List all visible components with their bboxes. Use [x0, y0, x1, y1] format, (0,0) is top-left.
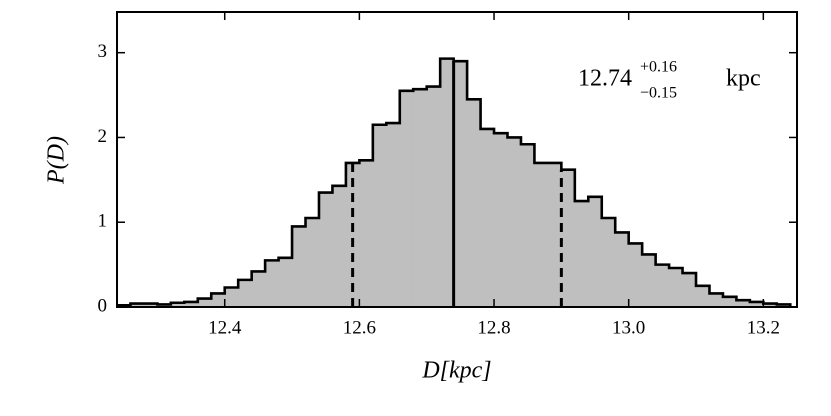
bar	[561, 169, 576, 307]
bar	[480, 128, 495, 307]
bar	[426, 86, 441, 307]
bar	[305, 217, 320, 307]
bar	[210, 293, 226, 307]
plot-frame	[116, 11, 798, 308]
bar	[412, 88, 428, 307]
bar	[709, 293, 724, 307]
bar	[372, 124, 387, 307]
bar	[534, 162, 549, 307]
x-tick-label: 12.4	[208, 317, 242, 338]
bar	[466, 99, 481, 307]
bar	[359, 160, 374, 307]
bar	[439, 58, 454, 307]
bar	[574, 200, 589, 307]
bar	[628, 243, 643, 307]
bar	[318, 192, 333, 307]
x-tick-label: 12.6	[343, 317, 376, 338]
bar	[399, 90, 414, 307]
y-tick-label: 1	[98, 211, 108, 232]
bar	[587, 196, 603, 307]
annotation-minus: −0.15	[640, 85, 677, 102]
y-tick-label: 0	[98, 295, 108, 316]
bar	[547, 162, 562, 307]
bar	[493, 132, 508, 307]
annotation-plus: +0.16	[640, 59, 677, 76]
bar	[278, 257, 293, 307]
bar	[386, 122, 401, 307]
bar	[453, 60, 468, 307]
bar	[668, 267, 683, 307]
bar	[682, 272, 697, 307]
bar	[224, 287, 239, 307]
bar	[237, 279, 252, 307]
bar	[614, 232, 629, 307]
annotation-median: 12.74	[578, 66, 632, 92]
bar	[507, 137, 522, 307]
bar	[641, 254, 656, 307]
bar	[520, 143, 535, 307]
x-axis-label: D[kpc]	[421, 358, 491, 384]
bar	[722, 296, 737, 307]
bar	[264, 260, 279, 307]
annotation-unit: kpc	[726, 66, 761, 92]
bar	[655, 264, 670, 307]
annotation: 12.74 +0.16 −0.15 kpc	[578, 59, 761, 102]
y-tick-label: 3	[98, 41, 108, 62]
plot	[117, 57, 792, 307]
histogram-outline	[117, 57, 792, 307]
y-axis-label: P(D)	[44, 136, 70, 185]
x-tick-label: 13.2	[747, 317, 780, 338]
bar	[332, 185, 347, 307]
x-tick-label: 13.0	[612, 317, 645, 338]
bar	[251, 271, 266, 307]
bar	[291, 226, 306, 307]
x-tick-label: 12.8	[477, 317, 510, 338]
y-tick-label: 2	[98, 126, 108, 147]
bar	[601, 217, 616, 307]
bar	[695, 285, 710, 307]
